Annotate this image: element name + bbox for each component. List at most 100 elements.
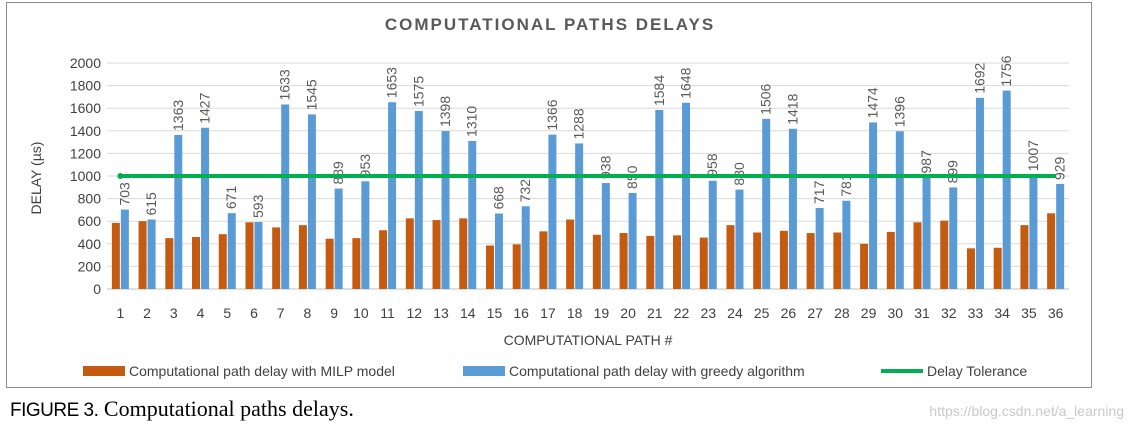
x-tick-label: 4 [197,305,205,321]
bar-greedy [842,200,851,289]
bar-greedy [147,219,156,289]
data-label-greedy: 1396 [891,96,907,127]
bar-milp [218,234,227,289]
bar-greedy [682,102,691,289]
data-label-greedy: 1310 [464,106,480,137]
bar-greedy [628,192,637,289]
x-tick-label: 34 [994,305,1010,321]
bar-milp [966,248,975,289]
data-label-greedy: 1506 [758,83,774,114]
data-label-greedy: 1363 [170,100,186,131]
data-label-greedy: 1474 [865,87,881,118]
bar-greedy [414,111,423,290]
x-tick-label: 18 [567,305,583,321]
bar-milp [779,230,788,289]
x-tick-label: 22 [674,305,690,321]
x-tick-label: 29 [861,305,877,321]
legend-swatch-greedy [463,366,505,376]
x-tick-label: 25 [754,305,770,321]
y-tick-label: 0 [93,281,101,297]
bar-greedy [494,213,503,289]
bar-greedy [708,180,717,289]
bar-milp [298,225,307,289]
legend-label-tolerance: Delay Tolerance [927,363,1028,379]
y-tick-label: 200 [78,258,102,274]
x-tick-label: 35 [1021,305,1037,321]
bar-greedy [655,110,664,290]
data-label-greedy: 880 [731,162,747,186]
figure-caption-text: Computational paths delays. [103,396,354,421]
bar-greedy [575,143,584,289]
bar-milp [673,235,682,289]
x-tick-label: 1 [116,305,124,321]
bar-milp [619,233,628,289]
data-label-greedy: 953 [357,154,373,178]
bar-milp [432,220,441,289]
y-tick-label: 1200 [70,145,101,161]
legend-swatch-milp [83,366,125,376]
data-label-greedy: 987 [918,150,934,174]
x-axis-label: COMPUTATIONAL PATH # [504,332,673,348]
bar-milp [405,218,414,289]
bar-greedy [361,181,370,289]
bar-greedy [441,131,450,289]
x-tick-label: 36 [1048,305,1064,321]
y-tick-label: 800 [78,191,102,207]
bar-milp [485,245,494,289]
data-label-greedy: 1398 [437,96,453,127]
data-label-greedy: 1427 [197,92,213,123]
data-label-greedy: 1756 [998,55,1014,86]
bar-greedy [815,207,824,289]
bar-milp [566,219,575,289]
x-tick-label: 12 [407,305,423,321]
y-tick-label: 1800 [70,78,101,94]
bar-greedy [949,187,958,289]
bar-greedy [334,188,343,289]
bar-milp [512,244,521,289]
legend-swatch-tolerance [881,369,923,373]
x-tick-label: 16 [513,305,529,321]
x-tick-label: 30 [888,305,904,321]
legend-label-greedy: Computational path delay with greedy alg… [509,363,805,379]
data-label-greedy: 732 [517,179,533,203]
x-tick-label: 17 [540,305,556,321]
x-tick-label: 7 [277,305,285,321]
data-label-greedy: 1575 [410,76,426,107]
data-label-greedy: 593 [250,194,266,218]
bar-greedy [254,221,263,289]
bar-milp [753,232,762,289]
data-label-greedy: 1366 [544,99,560,130]
bar-greedy [120,209,129,289]
data-label-greedy: 938 [597,155,613,179]
x-tick-label: 3 [170,305,178,321]
data-label-greedy: 889 [330,161,346,185]
bar-milp [352,238,361,289]
bar-milp [325,238,334,289]
x-tick-label: 31 [914,305,930,321]
bar-milp [138,221,147,289]
y-axis-label: DELAY (µs) [28,142,44,215]
data-label-greedy: 1692 [971,62,987,93]
figure-caption: FIGURE 3. Computational paths delays. [10,396,354,422]
x-tick-label: 10 [353,305,369,321]
bar-milp [192,237,201,289]
x-tick-label: 15 [487,305,503,321]
bar-milp [833,232,842,289]
data-label-greedy: 1653 [384,67,400,98]
legend-item-milp: Computational path delay with MILP model [83,361,395,381]
bar-greedy [468,140,477,289]
bar-milp [646,235,655,289]
bar-greedy [281,104,290,289]
x-tick-label: 8 [304,305,312,321]
x-tick-label: 26 [781,305,797,321]
data-label-greedy: 1545 [303,79,319,110]
data-label-greedy: 899 [945,160,961,184]
x-tick-label: 6 [250,305,258,321]
figure-number: FIGURE 3. [10,400,99,421]
bar-milp [860,243,869,289]
data-label-greedy: 668 [490,186,506,210]
y-tick-label: 1000 [70,168,101,184]
bar-milp [699,237,708,289]
x-tick-label: 9 [330,305,338,321]
x-tick-label: 19 [594,305,610,321]
